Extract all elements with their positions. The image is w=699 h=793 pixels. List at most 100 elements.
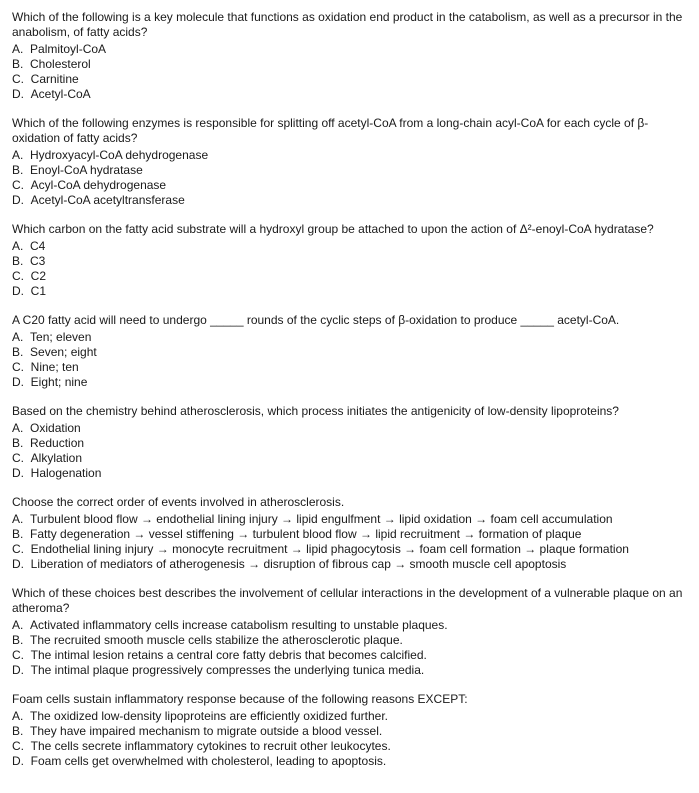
option-line: A. Hydroxyacyl-CoA dehydrogenase (12, 148, 687, 163)
option-line: D. Foam cells get overwhelmed with chole… (12, 754, 687, 769)
option-label: A. (12, 709, 30, 723)
option-text: The recruited smooth muscle cells stabil… (30, 633, 403, 647)
option-label: A. (12, 512, 30, 526)
option-text: Turbulent blood flow → endothelial linin… (30, 512, 613, 526)
option-label: B. (12, 345, 30, 359)
option-label: D. (12, 284, 31, 298)
question-text: Choose the correct order of events invol… (12, 495, 687, 510)
option-line: B. C3 (12, 254, 687, 269)
question-block: Based on the chemistry behind atheroscle… (12, 404, 687, 481)
option-text: They have impaired mechanism to migrate … (30, 724, 382, 738)
question-block: A C20 fatty acid will need to undergo __… (12, 313, 687, 390)
option-line: A. Activated inflammatory cells increase… (12, 618, 687, 633)
option-label: D. (12, 466, 31, 480)
option-text: Enoyl-CoA hydratase (30, 163, 143, 177)
option-label: D. (12, 557, 31, 571)
option-line: B. Cholesterol (12, 57, 687, 72)
option-text: C4 (30, 239, 45, 253)
question-text: Foam cells sustain inflammatory response… (12, 692, 687, 707)
option-label: B. (12, 633, 30, 647)
option-text: Acetyl-CoA acetyltransferase (31, 193, 185, 207)
option-text: Endothelial lining injury → monocyte rec… (31, 542, 629, 556)
option-line: A. Palmitoyl-CoA (12, 42, 687, 57)
question-text: A C20 fatty acid will need to undergo __… (12, 313, 687, 328)
option-line: B. They have impaired mechanism to migra… (12, 724, 687, 739)
option-line: D. Acetyl-CoA (12, 87, 687, 102)
option-text: The oxidized low-density lipoproteins ar… (30, 709, 388, 723)
option-label: B. (12, 724, 30, 738)
question-block: Which carbon on the fatty acid substrate… (12, 222, 687, 299)
option-line: C. Nine; ten (12, 360, 687, 375)
option-line: A. The oxidized low-density lipoproteins… (12, 709, 687, 724)
option-line: D. Halogenation (12, 466, 687, 481)
option-text: C1 (31, 284, 46, 298)
option-label: B. (12, 57, 30, 71)
option-text: Acetyl-CoA (31, 87, 91, 101)
option-text: C3 (30, 254, 45, 268)
option-label: B. (12, 163, 30, 177)
option-label: C. (12, 178, 31, 192)
question-text: Which carbon on the fatty acid substrate… (12, 222, 687, 237)
option-line: A. Turbulent blood flow → endothelial li… (12, 512, 687, 527)
option-line: A. C4 (12, 239, 687, 254)
option-line: D. The intimal plaque progressively comp… (12, 663, 687, 678)
option-line: B. Reduction (12, 436, 687, 451)
question-text: Which of these choices best describes th… (12, 586, 687, 616)
option-text: Palmitoyl-CoA (30, 42, 106, 56)
option-line: C. C2 (12, 269, 687, 284)
question-block: Foam cells sustain inflammatory response… (12, 692, 687, 769)
option-text: Nine; ten (31, 360, 79, 374)
option-label: C. (12, 72, 31, 86)
option-line: A. Ten; eleven (12, 330, 687, 345)
option-text: Carnitine (31, 72, 79, 86)
question-block: Which of the following is a key molecule… (12, 10, 687, 102)
option-text: The intimal lesion retains a central cor… (31, 648, 427, 662)
option-text: Foam cells get overwhelmed with choleste… (31, 754, 387, 768)
option-text: The cells secrete inflammatory cytokines… (31, 739, 391, 753)
option-label: C. (12, 542, 31, 556)
question-text: Which of the following enzymes is respon… (12, 116, 687, 146)
option-label: C. (12, 739, 31, 753)
option-line: C. Endothelial lining injury → monocyte … (12, 542, 687, 557)
option-text: Halogenation (31, 466, 102, 480)
option-text: C2 (31, 269, 46, 283)
option-text: The intimal plaque progressively compres… (31, 663, 425, 677)
option-label: C. (12, 648, 31, 662)
option-text: Hydroxyacyl-CoA dehydrogenase (30, 148, 208, 162)
option-line: D. Liberation of mediators of atherogene… (12, 557, 687, 572)
option-text: Fatty degeneration → vessel stiffening →… (30, 527, 581, 541)
option-label: D. (12, 375, 31, 389)
option-label: D. (12, 193, 31, 207)
option-line: B. Fatty degeneration → vessel stiffenin… (12, 527, 687, 542)
option-text: Reduction (30, 436, 84, 450)
question-text: Based on the chemistry behind atheroscle… (12, 404, 687, 419)
option-label: B. (12, 436, 30, 450)
option-text: Seven; eight (30, 345, 97, 359)
option-label: C. (12, 269, 31, 283)
option-label: B. (12, 527, 30, 541)
option-label: A. (12, 148, 30, 162)
question-block: Which of these choices best describes th… (12, 586, 687, 678)
option-label: C. (12, 451, 31, 465)
option-line: D. Acetyl-CoA acetyltransferase (12, 193, 687, 208)
option-label: A. (12, 618, 30, 632)
option-line: C. The intimal lesion retains a central … (12, 648, 687, 663)
option-label: A. (12, 330, 30, 344)
option-label: A. (12, 42, 30, 56)
question-text: Which of the following is a key molecule… (12, 10, 687, 40)
option-line: C. The cells secrete inflammatory cytoki… (12, 739, 687, 754)
question-block: Choose the correct order of events invol… (12, 495, 687, 572)
question-block: Which of the following enzymes is respon… (12, 116, 687, 208)
option-text: Liberation of mediators of atherogenesis… (31, 557, 567, 571)
option-line: C. Alkylation (12, 451, 687, 466)
option-label: D. (12, 87, 31, 101)
option-text: Oxidation (30, 421, 81, 435)
option-text: Activated inflammatory cells increase ca… (30, 618, 448, 632)
option-text: Acyl-CoA dehydrogenase (31, 178, 166, 192)
option-line: C. Acyl-CoA dehydrogenase (12, 178, 687, 193)
option-line: D. Eight; nine (12, 375, 687, 390)
option-text: Ten; eleven (30, 330, 91, 344)
option-line: D. C1 (12, 284, 687, 299)
option-label: A. (12, 239, 30, 253)
option-line: B. Seven; eight (12, 345, 687, 360)
